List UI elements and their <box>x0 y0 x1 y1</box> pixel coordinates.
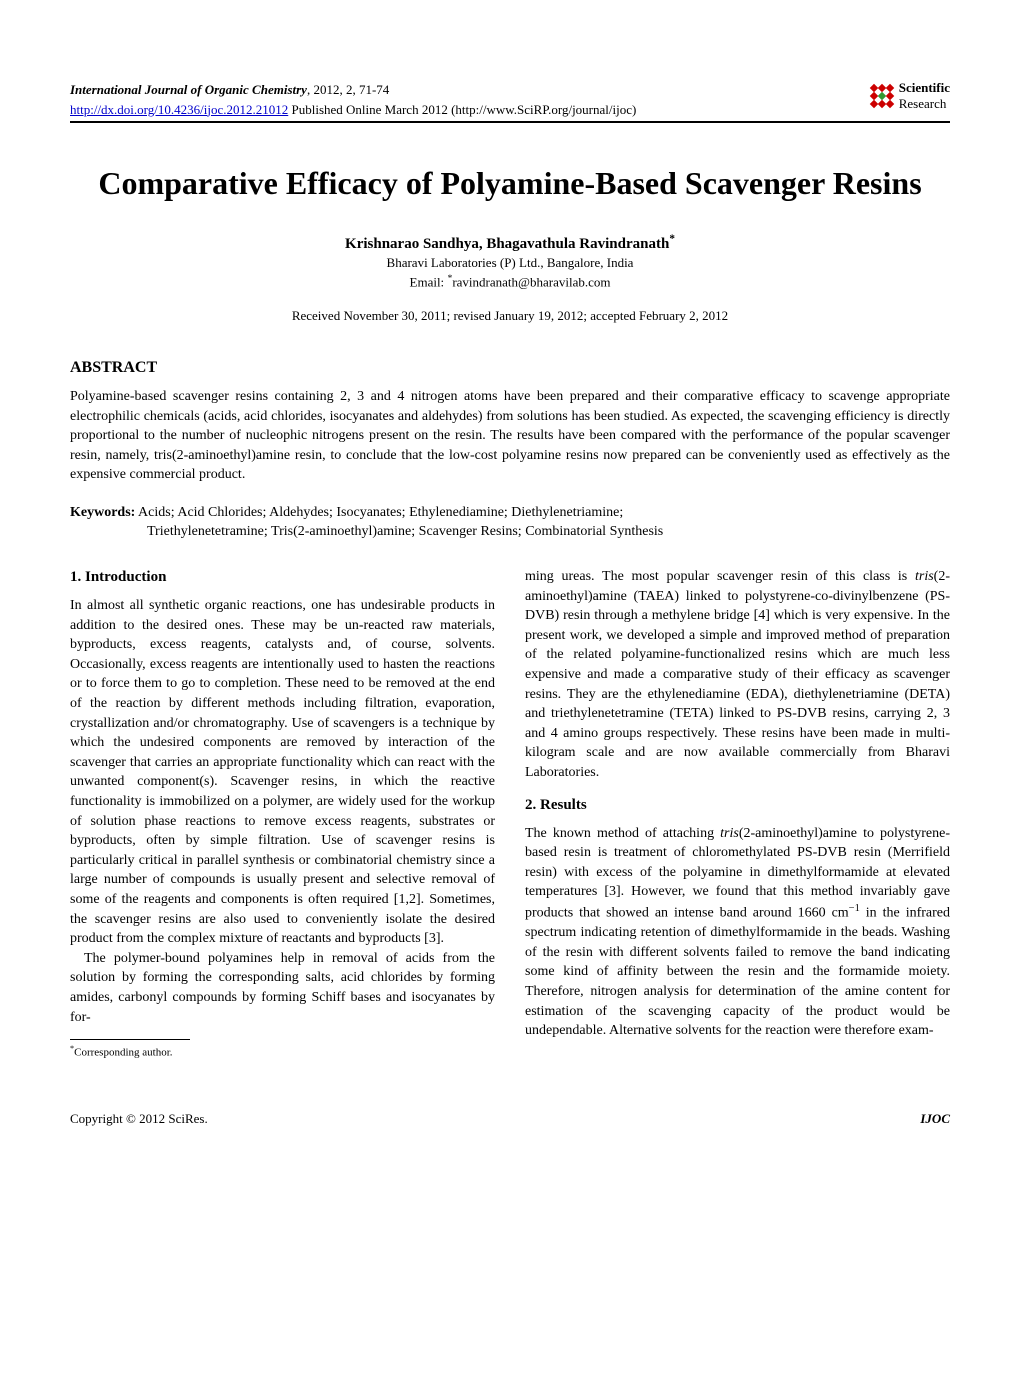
footnote-text: Corresponding author. <box>74 1047 172 1059</box>
column-left: 1. Introduction In almost all synthetic … <box>70 567 495 1061</box>
paper-title: Comparative Efficacy of Polyamine-Based … <box>70 163 950 205</box>
email-label: Email: <box>410 274 448 289</box>
affiliation: Bharavi Laboratories (P) Ltd., Bangalore… <box>70 255 950 271</box>
author-sup: * <box>669 233 675 245</box>
footer-left: Copyright © 2012 SciRes. <box>70 1111 208 1127</box>
logo-text: Scientific Research <box>899 80 950 111</box>
author-names: Krishnarao Sandhya, Bhagavathula Ravindr… <box>345 236 669 252</box>
dates: Received November 30, 2011; revised Janu… <box>70 308 950 324</box>
header-bar: International Journal of Organic Chemist… <box>70 80 950 123</box>
abstract-text: Polyamine-based scavenger resins contain… <box>70 387 950 485</box>
abstract-heading: ABSTRACT <box>70 359 950 377</box>
logo-line2: Research <box>899 96 950 112</box>
keywords-line1: Acids; Acid Chlorides; Aldehydes; Isocya… <box>135 505 623 520</box>
col2-p1-tris: tris <box>915 569 934 584</box>
logo-line1: Scientific <box>899 80 950 96</box>
two-column-body: 1. Introduction In almost all synthetic … <box>70 567 950 1061</box>
footnote-separator <box>70 1039 190 1040</box>
results-p1: The known method of attaching tris(2-ami… <box>525 824 950 1041</box>
keywords-label: Keywords: <box>70 505 135 520</box>
journal-name: International Journal of Organic Chemist… <box>70 82 307 97</box>
results-p1-c: in the infrared spectrum indicating rete… <box>525 906 950 1039</box>
results-p1-a: The known method of attaching <box>525 826 720 841</box>
results-p1-sup: −1 <box>849 903 860 914</box>
footer-right: IJOC <box>920 1111 950 1127</box>
intro-p2: The polymer-bound polyamines help in rem… <box>70 949 495 1027</box>
doi-line: http://dx.doi.org/10.4236/ijoc.2012.2101… <box>70 100 636 120</box>
journal-details: , 2012, 2, 71-74 <box>307 82 389 97</box>
footnote: *Corresponding author. <box>70 1043 495 1061</box>
logo-icon <box>871 85 893 107</box>
intro-heading: 1. Introduction <box>70 567 495 588</box>
header-text-block: International Journal of Organic Chemist… <box>70 80 636 119</box>
results-heading: 2. Results <box>525 795 950 816</box>
email-address: ravindranath@bharavilab.com <box>452 274 610 289</box>
email-line: Email: *ravindranath@bharavilab.com <box>70 273 950 290</box>
pub-info: Published Online March 2012 (http://www.… <box>288 102 636 117</box>
journal-line: International Journal of Organic Chemist… <box>70 80 636 100</box>
doi-link[interactable]: http://dx.doi.org/10.4236/ijoc.2012.2101… <box>70 102 288 117</box>
keywords-block: Keywords: Acids; Acid Chlorides; Aldehyd… <box>70 503 950 542</box>
intro-p1: In almost all synthetic organic reaction… <box>70 596 495 949</box>
authors: Krishnarao Sandhya, Bhagavathula Ravindr… <box>70 233 950 253</box>
col2-p1: ming ureas. The most popular scavenger r… <box>525 567 950 783</box>
page-footer: Copyright © 2012 SciRes. IJOC <box>70 1111 950 1127</box>
col2-p1-b: (2-aminoethyl)amine (TAEA) linked to pol… <box>525 569 950 780</box>
column-right: ming ureas. The most popular scavenger r… <box>525 567 950 1061</box>
publisher-logo: Scientific Research <box>871 80 950 111</box>
keywords-line2: Triethylenetetramine; Tris(2-aminoethyl)… <box>70 522 950 542</box>
results-p1-tris: tris <box>720 826 739 841</box>
col2-p1-a: ming ureas. The most popular scavenger r… <box>525 569 915 584</box>
